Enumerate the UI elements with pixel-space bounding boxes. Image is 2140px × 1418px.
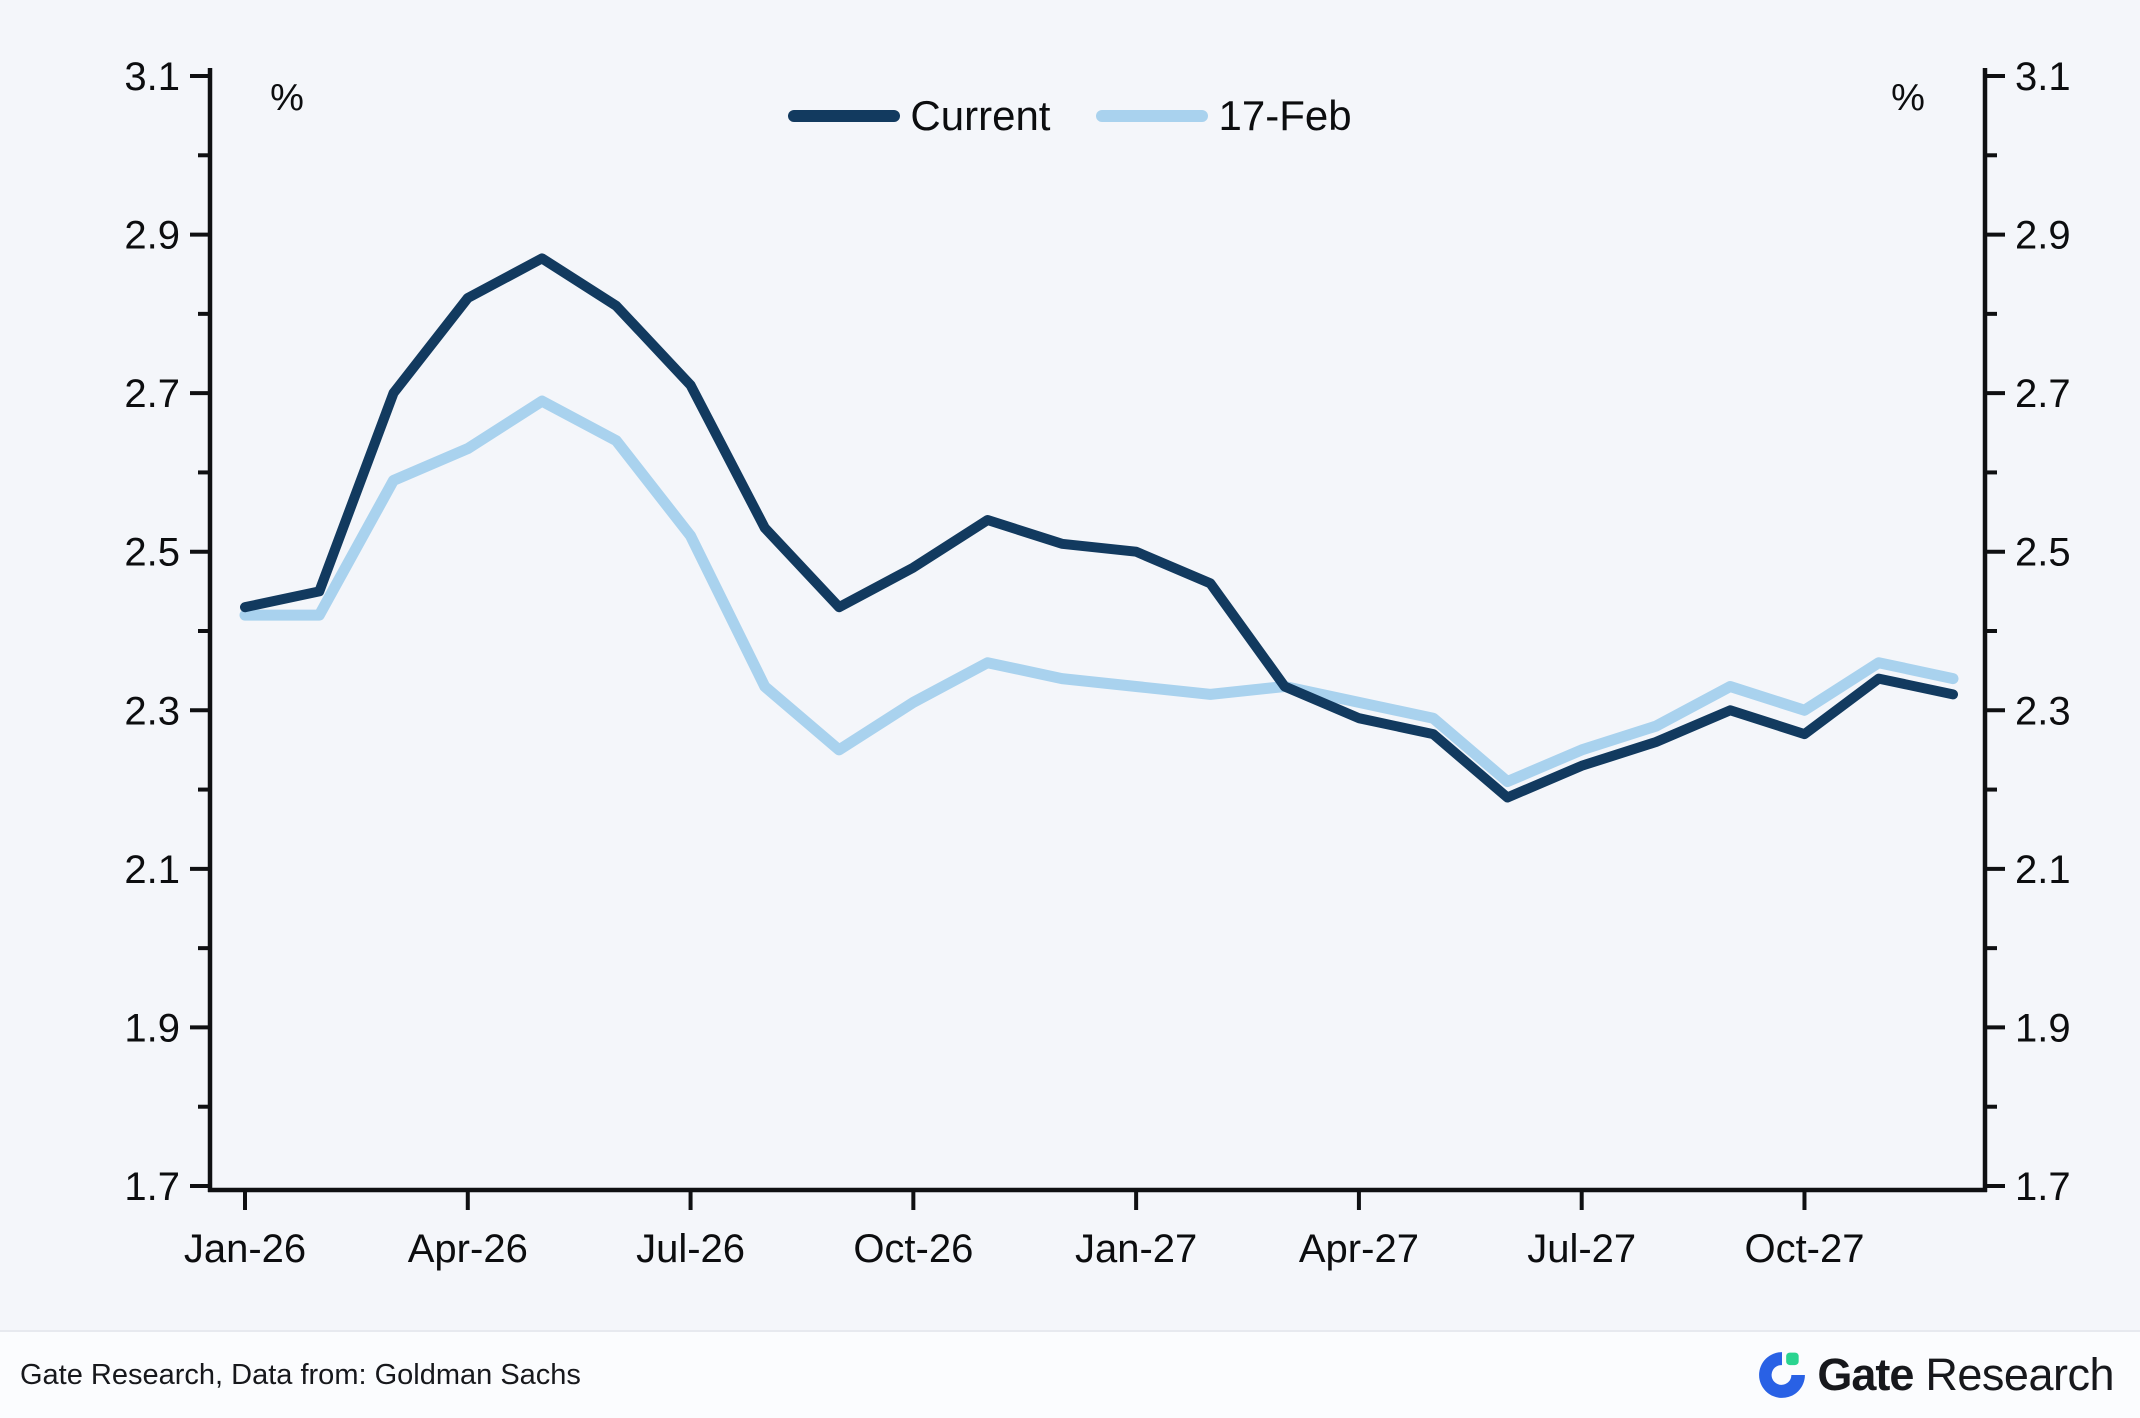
y-tick-label-left: 2.7 [124,372,180,416]
legend-swatch-current [788,110,901,122]
line-chart: 3.1 3.1 2.9 2.9 2.7 2.7 2.5 2.5 2.3 2.3 2.1 2.1 1.9 1… [0,55,2140,1271]
y-tick-label-left: 2.3 [124,689,180,733]
y-tick-label-right: 3.1 [2015,55,2071,99]
y-tick-label-right: 1.9 [2015,1006,2071,1050]
y-tick-label-right: 2.7 [2015,372,2071,416]
x-tick-label: Oct-26 [853,1227,973,1271]
legend-item-current[interactable]: Current [788,92,1050,140]
y-tick-label-left: 1.7 [124,1165,180,1209]
source-attribution: Gate Research, Data from: Goldman Sachs [20,1358,581,1391]
brand-name-bold: Gate [1817,1349,1914,1400]
brand-lockup[interactable]: Gate Research [1757,1349,2114,1401]
x-tick-label: Apr-26 [408,1227,528,1271]
x-tick-label: Apr-27 [1299,1227,1419,1271]
x-tick-label: Jan-27 [1075,1227,1197,1271]
brand-name-regular: Research [1925,1349,2114,1400]
chart-canvas: 3.1 3.1 2.9 2.9 2.7 2.7 2.5 2.5 2.3 2.3 2.1 2.1 1.9 1… [124,55,2071,1271]
chart-legend: Current 17-Feb [0,92,2140,140]
legend-item-17-feb[interactable]: 17-Feb [1096,92,1352,140]
x-tick-label: Jul-27 [1527,1227,1636,1271]
y-tick-label-left: 2.5 [124,531,180,575]
y-tick-label-right: 2.9 [2015,214,2071,258]
gate-logo-icon [1759,1352,1806,1398]
x-tick-label: Oct-27 [1744,1227,1864,1271]
y-axis-unit-left: % [270,77,304,119]
legend-label-17-feb: 17-Feb [1218,92,1352,139]
y-tick-label-left: 2.9 [124,214,180,258]
y-tick-label-left: 1.9 [124,1006,180,1050]
y-tick-label-left: 3.1 [124,55,180,99]
legend-label-current: Current [910,92,1051,139]
y-axis-unit-right: % [1891,77,1925,119]
x-tick-label: Jan-26 [184,1227,306,1271]
y-tick-label-left: 2.1 [124,848,180,892]
series-line-current [240,253,1958,803]
brand-text: Gate Research [1817,1349,2114,1401]
legend-swatch-17-feb [1096,110,1209,122]
y-tick-label-right: 1.7 [2015,1165,2071,1209]
footer: Gate Research, Data from: Goldman Sachs … [0,1330,2140,1418]
series-line-17-feb [239,395,1959,788]
y-tick-label-right: 2.5 [2015,531,2071,575]
x-tick-label: Jul-26 [636,1227,745,1271]
y-tick-label-right: 2.1 [2015,848,2071,892]
y-tick-label-right: 2.3 [2015,689,2071,733]
